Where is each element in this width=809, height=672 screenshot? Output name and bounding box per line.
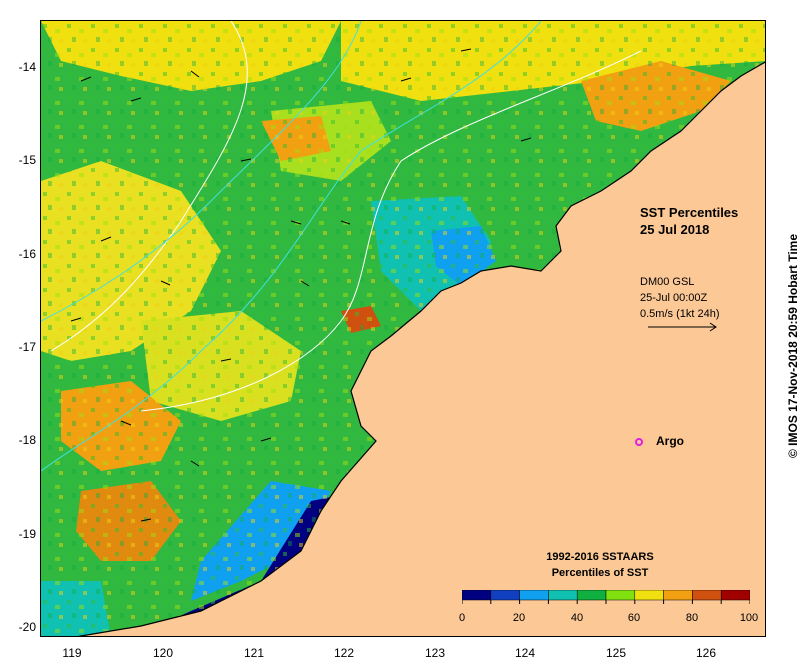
scale-arrow-icon bbox=[648, 322, 717, 332]
y-tick-label: -14 bbox=[18, 60, 36, 74]
argo-float-marker bbox=[635, 438, 643, 446]
x-tick-label: 126 bbox=[695, 646, 717, 660]
legend-swatch bbox=[720, 590, 750, 601]
legend-swatch bbox=[605, 590, 636, 601]
sst-map bbox=[41, 21, 765, 636]
legend-swatch bbox=[519, 590, 549, 601]
map-date: 25 Jul 2018 bbox=[640, 222, 710, 237]
legend-swatch bbox=[663, 590, 693, 601]
scale-label: 0.5m/s (1kt 24h) bbox=[640, 308, 720, 320]
contour-line bbox=[140, 50, 642, 412]
y-tick-label: -18 bbox=[18, 433, 36, 447]
copyright-text: © IMOS 17-Nov-2018 20:59 Hobart Time bbox=[786, 233, 800, 459]
model-label: DM00 GSL bbox=[640, 276, 695, 288]
map-panel bbox=[40, 20, 766, 637]
legend-tick-label: 20 bbox=[512, 612, 526, 624]
contour-line bbox=[50, 21, 248, 352]
y-tick-label: -20 bbox=[18, 620, 36, 634]
x-tick-label: 119 bbox=[62, 646, 82, 660]
current-arrows bbox=[70, 48, 532, 522]
y-tick-label: -17 bbox=[18, 340, 36, 354]
x-tick-label: 121 bbox=[243, 646, 265, 660]
legend-swatch bbox=[548, 590, 578, 601]
coastline bbox=[77, 61, 765, 636]
y-tick-label: -19 bbox=[18, 527, 36, 541]
legend-subtitle: Percentiles of SST bbox=[551, 567, 649, 579]
x-tick-label: 122 bbox=[333, 646, 355, 660]
contour-line bbox=[41, 21, 542, 472]
legend-swatch bbox=[576, 590, 607, 601]
land bbox=[81, 62, 765, 636]
argo-label: Argo bbox=[656, 434, 684, 448]
legend-tick-label: 60 bbox=[627, 612, 641, 624]
legend-colorbar bbox=[462, 590, 750, 604]
x-tick-label: 123 bbox=[424, 646, 446, 660]
legend-tick-label: 80 bbox=[685, 612, 699, 624]
legend-tick-label: 0 bbox=[458, 612, 466, 624]
contour-line bbox=[41, 21, 362, 322]
x-tick-label: 120 bbox=[152, 646, 174, 660]
legend-title: 1992-2016 SSTAARS bbox=[546, 551, 654, 563]
x-tick-label: 124 bbox=[514, 646, 536, 660]
legend-swatch bbox=[490, 590, 520, 601]
model-time: 25-Jul 00:00Z bbox=[640, 292, 708, 304]
legend-swatch bbox=[634, 590, 664, 601]
map-title: SST Percentiles bbox=[640, 205, 739, 220]
legend-swatch bbox=[692, 590, 722, 601]
y-tick-label: -15 bbox=[18, 153, 36, 167]
x-tick-label: 125 bbox=[605, 646, 627, 660]
legend-tick-label: 40 bbox=[570, 612, 584, 624]
legend-tick-label: 100 bbox=[739, 612, 759, 624]
y-tick-label: -16 bbox=[18, 247, 36, 261]
legend-swatch bbox=[462, 590, 492, 601]
